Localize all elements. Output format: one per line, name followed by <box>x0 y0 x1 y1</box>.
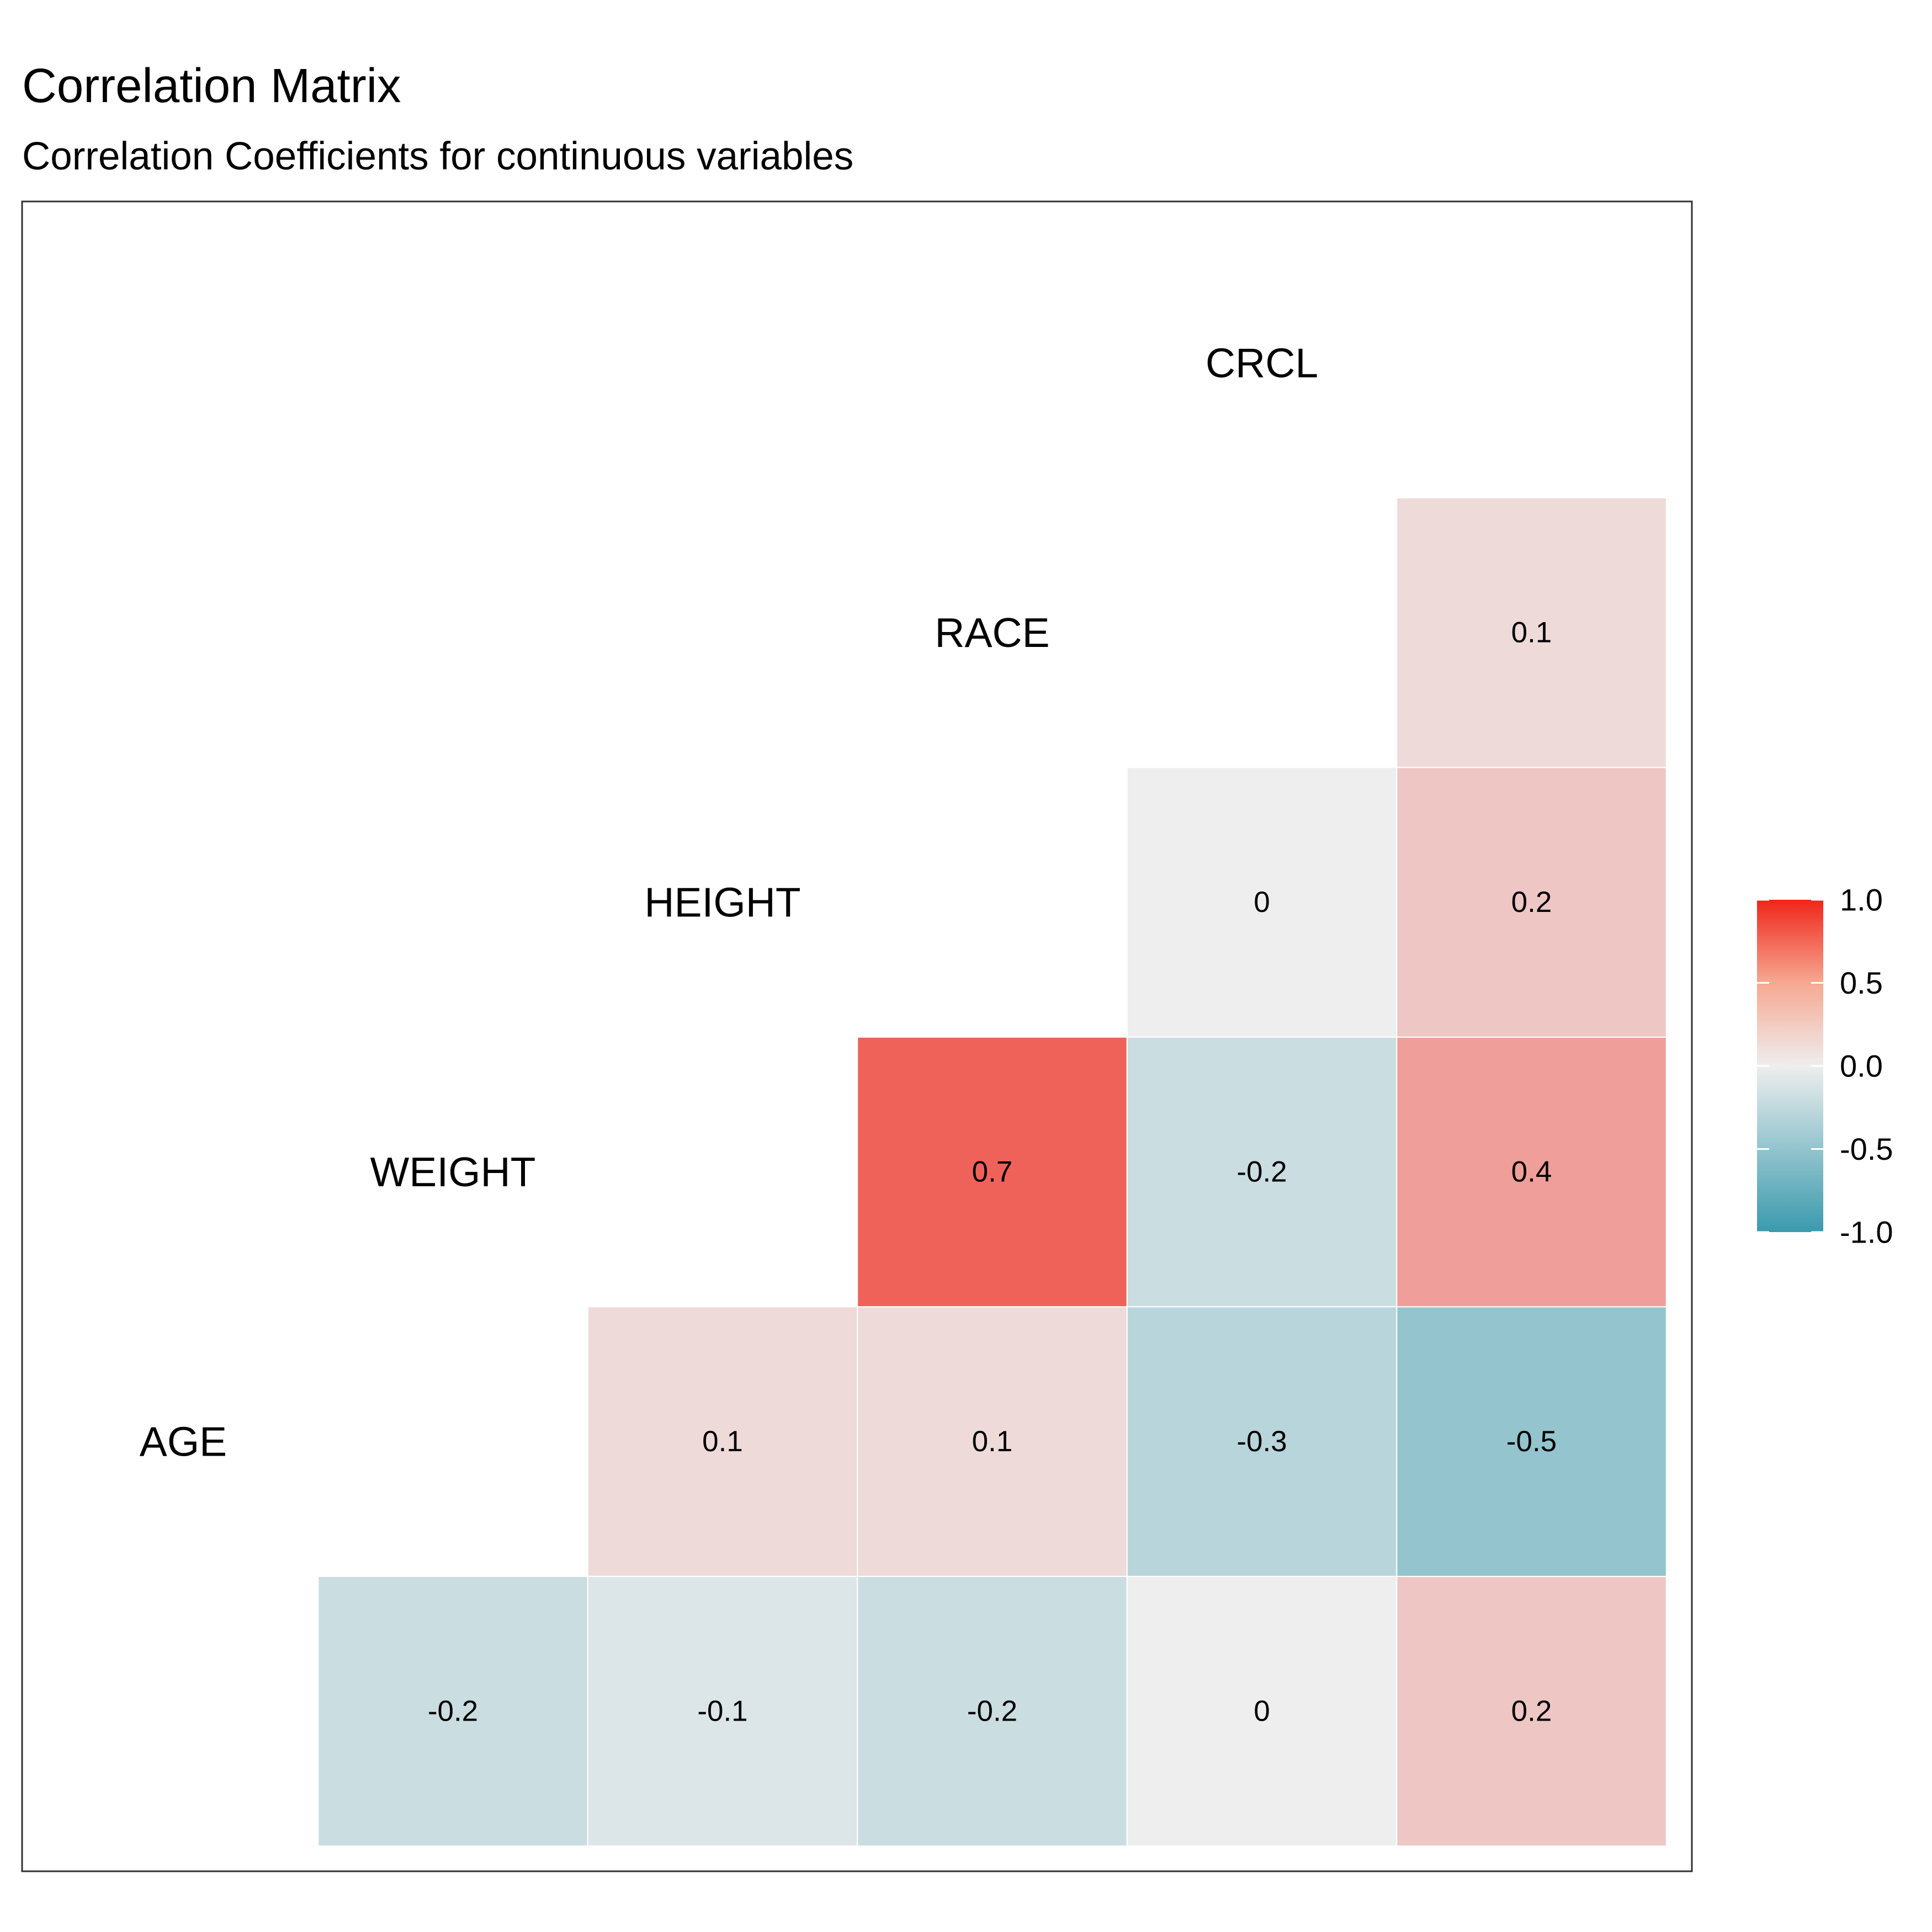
heatmap-cell: -0.1 <box>587 1575 858 1847</box>
heatmap-cell: 0.1 <box>1396 497 1667 768</box>
heatmap-cell: 0.1 <box>587 1306 858 1577</box>
variable-label-weight: WEIGHT <box>370 1149 536 1195</box>
cell-value-label: 0.1 <box>702 1425 743 1458</box>
heatmap-cell: 0.4 <box>1396 1036 1667 1308</box>
heatmap-cell-rect <box>1126 1306 1398 1577</box>
cell-value-label: 0.4 <box>1511 1156 1552 1188</box>
heatmap-cell: 0.7 <box>857 1036 1128 1308</box>
heatmap-cells: -0.2 -0.1 -0.2 0 0.2 0.1 0.1 -0.3 -0.5 0.7 -0.2 0.4… <box>317 497 1667 1847</box>
heatmap-cell-rect <box>1126 1575 1398 1847</box>
heatmap-cell: 0 <box>1126 767 1398 1038</box>
heatmap-cell: 0.2 <box>1396 767 1667 1038</box>
cell-value-label: 0.2 <box>1511 886 1552 919</box>
legend-tick-label: 1.0 <box>1840 883 1883 917</box>
heatmap-cell-rect <box>587 1575 858 1847</box>
variable-label-race: RACE <box>935 609 1049 656</box>
cell-value-label: -0.5 <box>1506 1425 1557 1458</box>
heatmap-cell-rect <box>1396 1575 1667 1847</box>
heatmap-cell: -0.2 <box>317 1575 588 1847</box>
heatmap-cell-rect <box>1396 1306 1667 1577</box>
cell-value-label: 0.7 <box>972 1156 1013 1188</box>
legend-tick-label: -1.0 <box>1840 1215 1893 1250</box>
heatmap-cell: -0.5 <box>1396 1306 1667 1577</box>
cell-value-label: -0.2 <box>428 1695 478 1728</box>
cell-value-label: -0.2 <box>967 1695 1017 1728</box>
cell-value-label: -0.3 <box>1236 1425 1287 1458</box>
heatmap-cell: 0.2 <box>1396 1575 1667 1847</box>
heatmap-cell-rect <box>1126 767 1398 1038</box>
variable-label-crcl: CRCL <box>1206 340 1318 386</box>
heatmap-cell-rect <box>857 1575 1128 1847</box>
variable-label-age: AGE <box>140 1419 227 1465</box>
chart-title: Correlation Matrix <box>22 59 401 113</box>
heatmap-cell-rect <box>1126 1036 1398 1308</box>
cell-value-label: 0.1 <box>1511 617 1552 649</box>
color-legend: 1.0 0.5 0.0 -0.5 -1.0 <box>1757 883 1893 1250</box>
heatmap-cell: 0 <box>1126 1575 1398 1847</box>
heatmap-cell-rect <box>1396 767 1667 1038</box>
heatmap-cell: -0.3 <box>1126 1306 1398 1577</box>
chart-subtitle: Correlation Coefficients for continuous … <box>22 135 854 178</box>
heatmap-cell: -0.2 <box>857 1575 1128 1847</box>
cell-value-label: -0.1 <box>697 1695 747 1728</box>
legend-tick-label: 0.0 <box>1840 1049 1883 1084</box>
heatmap-cell-rect <box>857 1306 1128 1577</box>
heatmap-cell: -0.2 <box>1126 1036 1398 1308</box>
heatmap-cell: 0.1 <box>857 1306 1128 1577</box>
cell-value-label: 0 <box>1254 886 1270 919</box>
cell-value-label: 0.2 <box>1511 1695 1552 1728</box>
cell-value-label: 0.1 <box>972 1425 1013 1458</box>
heatmap-cell-rect <box>1396 497 1667 768</box>
variable-labels: IDAGEWEIGHTHEIGHTRACECRCL <box>140 340 1318 1465</box>
heatmap-cell-rect <box>857 1036 1128 1308</box>
cell-value-label: -0.2 <box>1236 1156 1287 1188</box>
cell-value-label: 0 <box>1254 1695 1270 1728</box>
legend-tick-label: -0.5 <box>1840 1132 1893 1166</box>
variable-label-height: HEIGHT <box>644 879 800 926</box>
legend-tick-label: 0.5 <box>1840 965 1883 1000</box>
